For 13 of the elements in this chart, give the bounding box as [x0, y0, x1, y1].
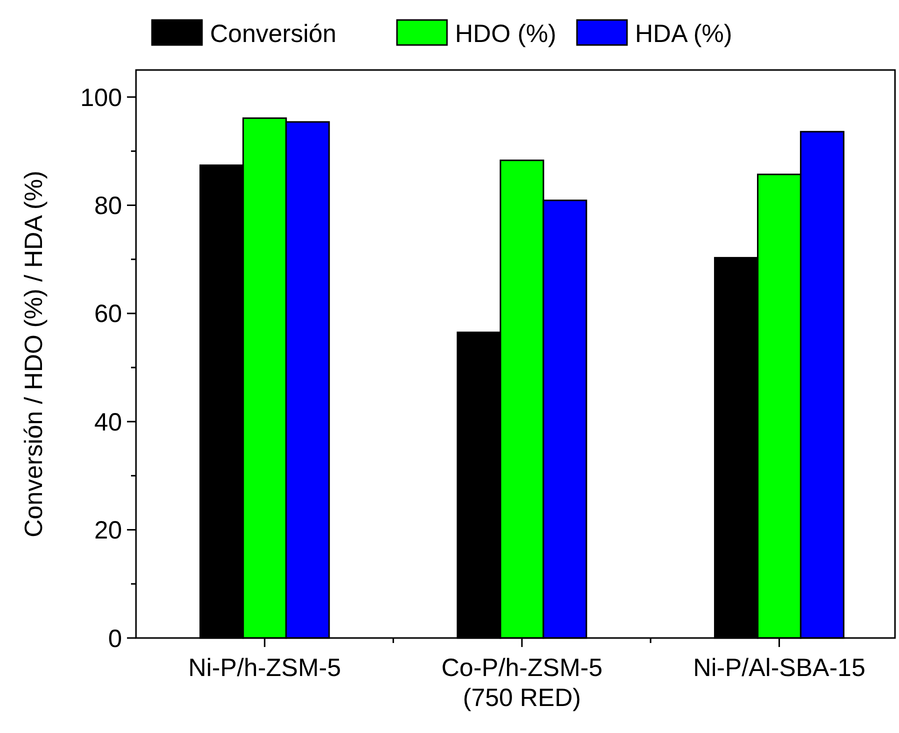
- x-tick-label: Ni-P/Al-SBA-15: [693, 654, 866, 682]
- x-tick-label: Co-P/h-ZSM-5 (750 RED): [441, 654, 603, 712]
- y-tick-label: 20: [94, 516, 122, 545]
- x-tick-label: Ni-P/h-ZSM-5: [188, 654, 342, 682]
- legend-label: Conversión: [210, 20, 336, 48]
- legend-label: HDO (%): [455, 20, 556, 48]
- y-axis-title: Conversión / HDO (%) / HDA (%): [20, 170, 48, 538]
- y-tick-label: 40: [94, 408, 122, 436]
- y-tick-label: 80: [94, 192, 122, 220]
- legend-label: HDA (%): [635, 20, 732, 48]
- y-tick-label: 0: [108, 624, 122, 653]
- y-tick-label: 60: [94, 300, 122, 328]
- y-tick-label: 100: [80, 84, 122, 112]
